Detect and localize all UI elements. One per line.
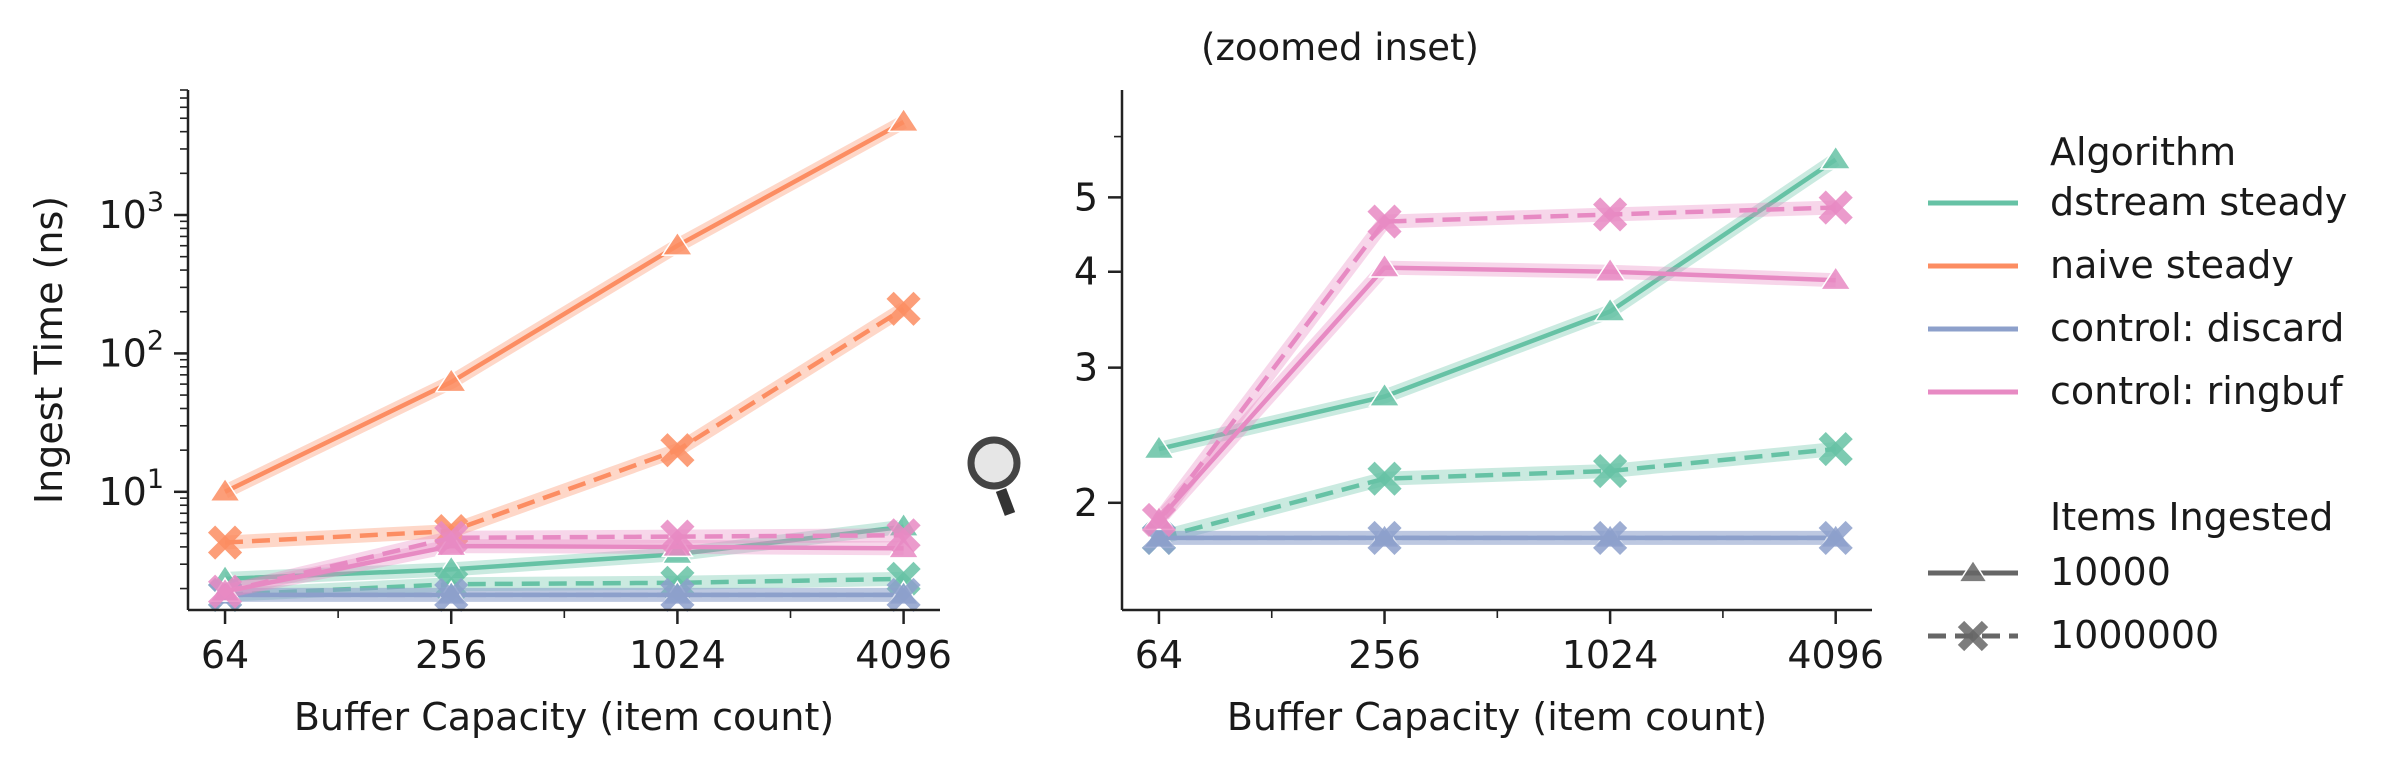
legend: Algorithm dstream steady naive steady cont… — [1928, 130, 2347, 657]
naive-steady-1000000-band — [224, 302, 908, 550]
legend-label: 1000000 — [2050, 613, 2219, 657]
control-discard-1000000-point — [1818, 520, 1853, 556]
control-ringbuf-10000-line — [1157, 265, 1836, 522]
left-x-axis-label: Buffer Capacity (item count) — [294, 695, 834, 739]
y-tick-label: 3 — [1074, 346, 1098, 390]
dstream-steady-1000000-point — [1367, 461, 1402, 496]
legend-triangle-marker — [1957, 559, 1989, 583]
control-ringbuf-1000000-point — [1141, 502, 1177, 537]
left-y-axis-label: Ingest Time (ns) — [27, 196, 71, 504]
right-x-axis-label: Buffer Capacity (item count) — [1227, 695, 1767, 739]
y-tick-label: 101 — [98, 464, 164, 514]
legend-label: control: ringbuf — [2050, 369, 2344, 413]
dstream-steady-10000-point — [1819, 144, 1853, 170]
legend-algorithm-title: Algorithm — [2050, 130, 2236, 174]
magnifier-icon — [967, 436, 1021, 516]
dstream-steady-1000000-line — [1158, 446, 1836, 541]
x-tick-label: 64 — [201, 633, 249, 677]
naive-steady-1000000-point — [886, 291, 921, 326]
naive-steady-1000000-line — [224, 306, 905, 545]
control-ringbuf-10000-point — [1819, 265, 1853, 291]
zoomed-inset-panel: (zoomed inset) 64 256 1024 4096 2 3 4 5 Buffer … — [1074, 26, 1884, 739]
control-ringbuf-1000000-line — [1157, 205, 1836, 522]
dstream-steady-10000-line — [1158, 157, 1837, 452]
x-tick-label: 1024 — [1562, 633, 1659, 677]
legend-x-marker — [1957, 620, 1989, 652]
y-tick-label: 102 — [98, 325, 164, 375]
main-plot-panel: 64 256 1024 4096 101 102 103 Buffer Capacity (… — [27, 89, 952, 739]
control-ringbuf-1000000-point — [660, 519, 695, 554]
x-tick-label: 1024 — [629, 633, 726, 677]
legend-label: dstream steady — [2050, 180, 2347, 224]
dstream-steady-1000000-point — [1593, 453, 1628, 489]
legend-entry-control-discard: control: discard — [1928, 306, 2344, 350]
legend-entry-naive-steady: naive steady — [1928, 243, 2294, 287]
control-discard-1000000-point — [434, 577, 469, 612]
legend-entry-items-1000000: 1000000 — [1928, 613, 2219, 657]
legend-label: naive steady — [2050, 243, 2294, 287]
control-ringbuf-1000000-point — [1367, 204, 1402, 239]
y-tick-label: 4 — [1074, 250, 1098, 294]
naive-steady-10000-point — [434, 367, 468, 393]
dstream-steady-10000-point — [1593, 296, 1627, 322]
dstream-steady-1000000-band — [1157, 442, 1837, 545]
control-ringbuf-1000000-line — [224, 533, 904, 594]
legend-label: 10000 — [2050, 550, 2171, 594]
control-discard-1000000-point — [1367, 520, 1402, 556]
y-tick-label: 103 — [98, 187, 164, 237]
legend-items-title: Items Ingested — [2050, 495, 2333, 539]
x-tick-label: 4096 — [1787, 633, 1884, 677]
y-tick-label: 2 — [1074, 481, 1098, 525]
legend-entry-control-ringbuf: control: ringbuf — [1928, 369, 2344, 413]
control-ringbuf-1000000-point — [886, 518, 921, 553]
control-ringbuf-1000000-point — [207, 574, 243, 609]
control-ringbuf-10000-point — [1368, 252, 1401, 278]
control-ringbuf-1000000-point — [434, 520, 469, 555]
naive-steady-10000-point — [887, 107, 920, 133]
dstream-steady-10000-point — [1368, 381, 1401, 407]
dstream-steady-10000-point — [1142, 434, 1176, 460]
control-ringbuf-1000000-point — [1593, 197, 1628, 232]
y-tick-label: 5 — [1074, 175, 1098, 219]
x-tick-label: 256 — [1348, 633, 1421, 677]
x-tick-label: 4096 — [855, 633, 952, 677]
dstream-steady-10000-line — [224, 524, 904, 582]
naive-steady-1000000-point — [207, 525, 243, 560]
legend-entry-dstream-steady: dstream steady — [1928, 180, 2347, 224]
x-tick-label: 64 — [1135, 633, 1183, 677]
control-discard-1000000-point — [886, 577, 921, 612]
control-discard-1000000-point — [1593, 520, 1628, 556]
dstream-steady-1000000-line — [224, 576, 904, 598]
control-ringbuf-10000-point — [1593, 256, 1627, 282]
x-tick-label: 256 — [415, 633, 488, 677]
naive-steady-10000-line — [224, 120, 905, 494]
control-ringbuf-10000-line — [224, 543, 904, 594]
naive-steady-1000000-point — [660, 433, 695, 468]
inset-title: (zoomed inset) — [1201, 26, 1479, 69]
dstream-steady-1000000-point — [1818, 431, 1853, 467]
legend-entry-items-10000: 10000 — [1928, 550, 2171, 594]
naive-steady-10000-point — [661, 230, 694, 256]
naive-steady-10000-point — [208, 476, 242, 503]
control-ringbuf-1000000-point — [1818, 190, 1853, 225]
legend-label: control: discard — [2050, 306, 2344, 350]
control-discard-1000000-point — [660, 577, 695, 612]
